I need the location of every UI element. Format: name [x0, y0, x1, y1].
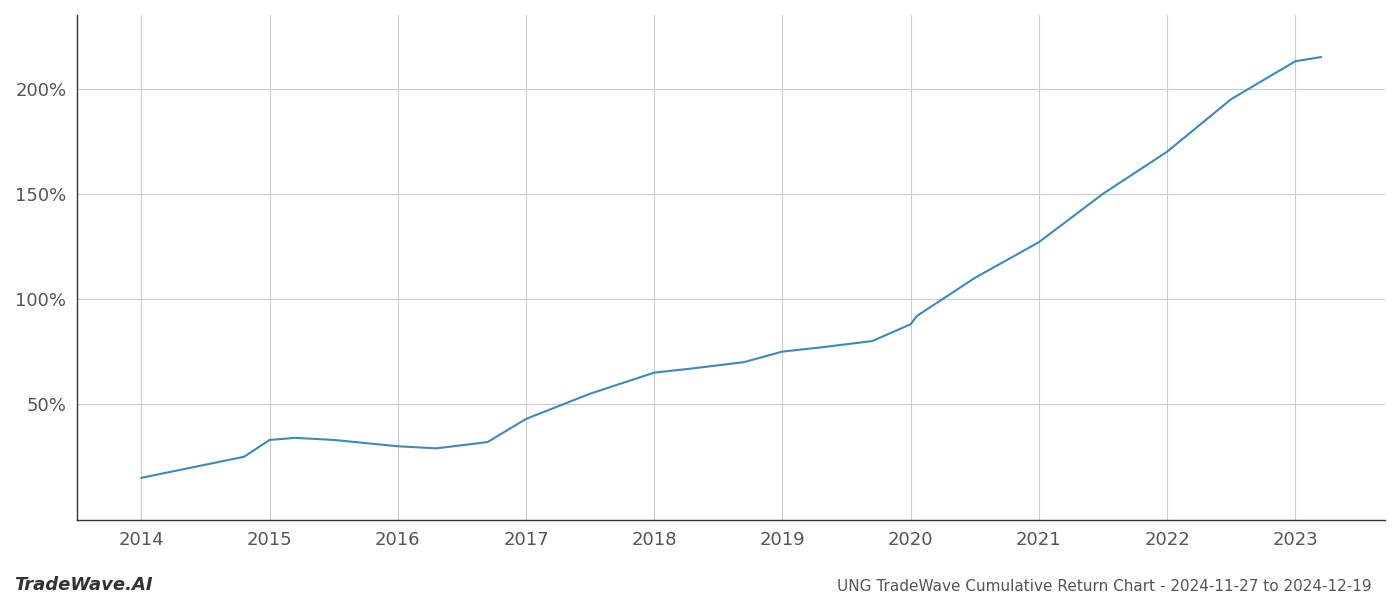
Text: UNG TradeWave Cumulative Return Chart - 2024-11-27 to 2024-12-19: UNG TradeWave Cumulative Return Chart - … — [837, 579, 1372, 594]
Text: TradeWave.AI: TradeWave.AI — [14, 576, 153, 594]
